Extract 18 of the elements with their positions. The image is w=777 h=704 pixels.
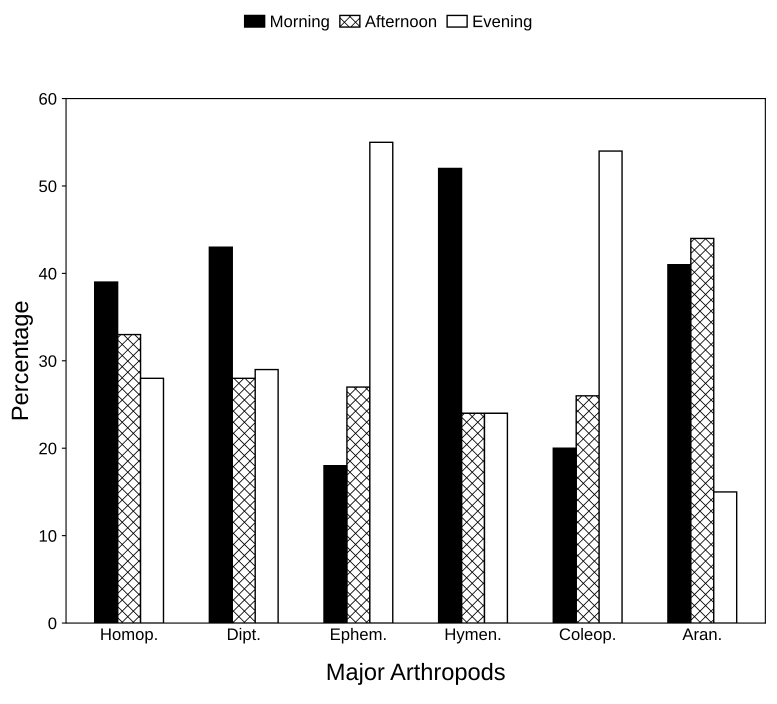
y-tick-label: 30 xyxy=(39,355,56,368)
legend-label: Afternoon xyxy=(364,15,436,28)
legend-label: Evening xyxy=(473,15,532,31)
y-axis-title: Percentage xyxy=(12,301,33,420)
y-tick-label: 60 xyxy=(39,92,56,105)
y-tick-label: 40 xyxy=(38,268,56,280)
x-tick-label: Hymen. xyxy=(446,628,500,644)
y-tick-label: 10 xyxy=(40,530,56,542)
x-tick-label: Coleop. xyxy=(560,628,615,644)
x-tick-label: Dipt. xyxy=(228,628,260,644)
y-tick-label: 50 xyxy=(39,180,56,192)
x-tick-label: Homop. xyxy=(101,628,157,644)
x-tick-label: Ephem. xyxy=(331,628,386,644)
legend-label: Morning xyxy=(271,15,329,31)
y-tick-label: 20 xyxy=(39,442,56,454)
x-tick-label: Aran. xyxy=(682,628,721,640)
x-axis-title: Major Arthropods xyxy=(328,662,505,685)
y-tick-label: 0 xyxy=(48,617,56,630)
